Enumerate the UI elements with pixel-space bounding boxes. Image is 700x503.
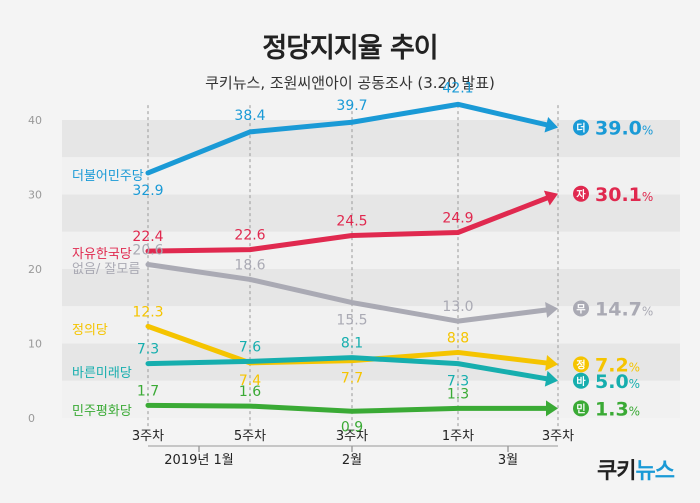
data-label: 24.9 [442, 210, 473, 226]
data-label: 1.6 [239, 384, 261, 400]
series-badge [573, 119, 589, 136]
series-arrowhead [545, 354, 558, 371]
series-badge [573, 356, 589, 373]
data-label: 32.9 [132, 183, 163, 199]
final-value-label: 1.3% [595, 398, 640, 420]
series-arrowhead [545, 302, 558, 318]
series-badge [573, 185, 589, 202]
series-badge-text: 더 [576, 121, 585, 134]
series-badge-text: 자 [576, 188, 586, 201]
x-tick-label: 5주차 [234, 429, 266, 444]
series-line [145, 323, 549, 366]
data-label: 42.1 [442, 80, 473, 96]
data-label: 22.4 [132, 229, 163, 245]
data-label: 7.7 [341, 371, 363, 387]
series-badge [573, 300, 589, 317]
series-line [145, 262, 549, 324]
data-label: 8.1 [341, 336, 363, 352]
final-value-label: 7.2% [595, 354, 640, 376]
y-tick-label: 10 [28, 338, 42, 351]
data-label: 1.3 [447, 386, 469, 402]
brand-logo-part2: 뉴스 [635, 459, 675, 484]
series-arrowhead [546, 400, 558, 417]
series-badge-text: 정 [576, 358, 585, 371]
series-name-label: 없음/ 잘모름 [72, 262, 140, 277]
brand-logo-part1: 쿠키 [597, 459, 636, 484]
data-label: 7.6 [239, 339, 261, 355]
data-label: 7.3 [447, 374, 469, 390]
series-badge [573, 400, 589, 417]
series-name-label: 민주평화당 [72, 404, 132, 419]
data-label: 0.9 [341, 419, 363, 435]
series-line [145, 195, 550, 254]
final-value-label: 30.1% [595, 184, 653, 206]
series-line [145, 101, 549, 176]
month-label: 2월 [342, 453, 362, 468]
data-label: 7.3 [137, 342, 159, 358]
series-badge [573, 372, 589, 389]
series-name-label: 자유한국당 [72, 247, 132, 262]
y-tick-label: 40 [28, 114, 42, 127]
y-tick-label: 30 [28, 189, 42, 202]
series-line [145, 355, 549, 382]
grid-band [62, 194, 680, 232]
series-arrowhead [544, 370, 558, 387]
month-label: 2019년 1월 [164, 453, 233, 468]
data-label: 38.4 [234, 108, 265, 124]
chart-subtitle: 쿠키뉴스, 조원씨앤아이 공동조사 (3.20 발표) [205, 74, 495, 92]
series-arrowhead [544, 116, 558, 133]
x-tick-label: 3주차 [132, 429, 164, 444]
data-label: 22.6 [234, 228, 265, 244]
series-name-label: 바른미래당 [72, 366, 132, 381]
series-badge-text: 무 [576, 303, 585, 315]
chart-title: 정당지지율 추이 [262, 33, 438, 64]
final-value-label: 5.0% [595, 371, 640, 393]
y-tick-label: 0 [28, 412, 35, 425]
series-arrowhead [543, 190, 558, 206]
data-label: 24.5 [336, 213, 367, 229]
final-value-label: 14.7% [595, 298, 653, 320]
data-label: 1.7 [137, 383, 159, 399]
series-line [145, 402, 549, 414]
data-label: 13.0 [442, 299, 473, 315]
x-tick-label: 3주차 [542, 429, 574, 444]
grid-band [62, 269, 680, 307]
final-value-label: 39.0% [595, 117, 653, 139]
x-tick-label: 1주차 [442, 429, 474, 444]
data-label: 8.8 [447, 330, 469, 346]
data-label: 12.3 [132, 304, 163, 320]
series-name-label: 정의당 [72, 323, 108, 338]
series-name-label: 더불어민주당 [72, 169, 144, 184]
data-label: 7.4 [239, 373, 261, 389]
series-badge-text: 민 [576, 402, 585, 415]
x-tick-label: 3주차 [336, 429, 368, 444]
data-label: 18.6 [234, 257, 265, 273]
data-label: 20.6 [132, 243, 163, 259]
series-badge-text: 바 [576, 375, 586, 388]
brand-logo: 쿠키뉴스 [597, 453, 675, 485]
data-label: 15.5 [336, 313, 367, 329]
data-label: 39.7 [336, 98, 367, 114]
y-tick-label: 20 [28, 263, 42, 276]
month-label: 3월 [498, 453, 518, 468]
